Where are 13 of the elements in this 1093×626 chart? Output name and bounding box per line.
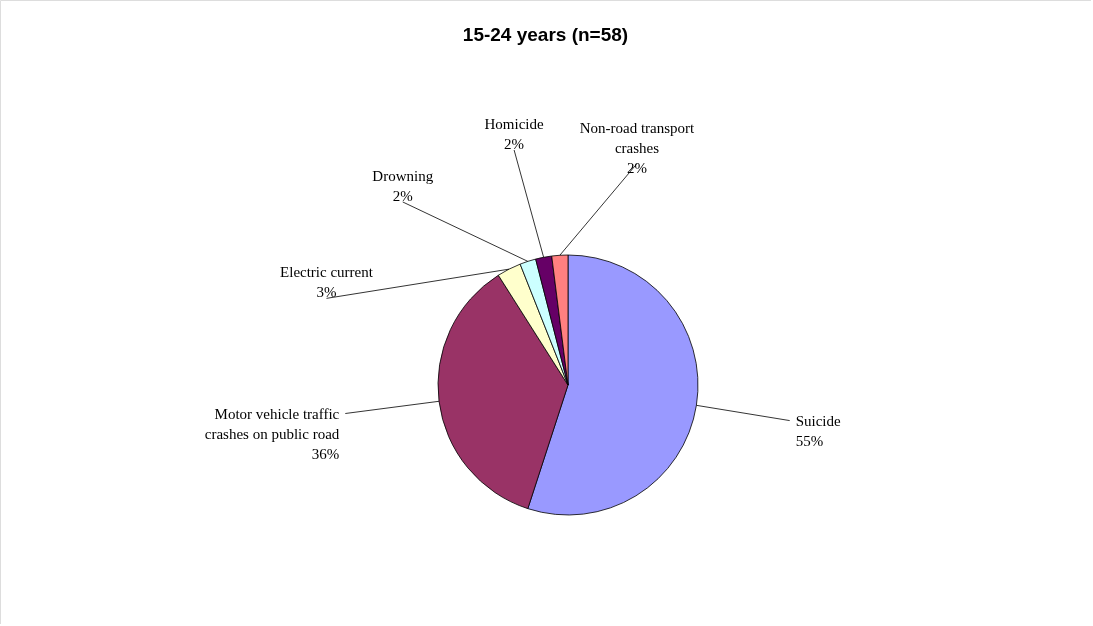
- slice-label: Motor vehicle traffic crashes on public road: [204, 405, 340, 442]
- data-label: 3%: [316, 284, 337, 301]
- slice-label: Drowning: [372, 167, 434, 184]
- data-label: 55%: [795, 432, 824, 449]
- data-label: 2%: [626, 159, 647, 176]
- slice-label: Suicide: [795, 412, 842, 429]
- data-label: 36%: [311, 445, 340, 462]
- chart-title: 15-24 years (n=58): [462, 24, 629, 45]
- slice-label: Non-road transport crashes: [579, 119, 696, 156]
- slice-label: Homicide: [484, 116, 545, 133]
- data-label: 2%: [392, 187, 413, 204]
- slice-label: Electric current: [280, 264, 374, 281]
- data-label: 2%: [504, 136, 525, 153]
